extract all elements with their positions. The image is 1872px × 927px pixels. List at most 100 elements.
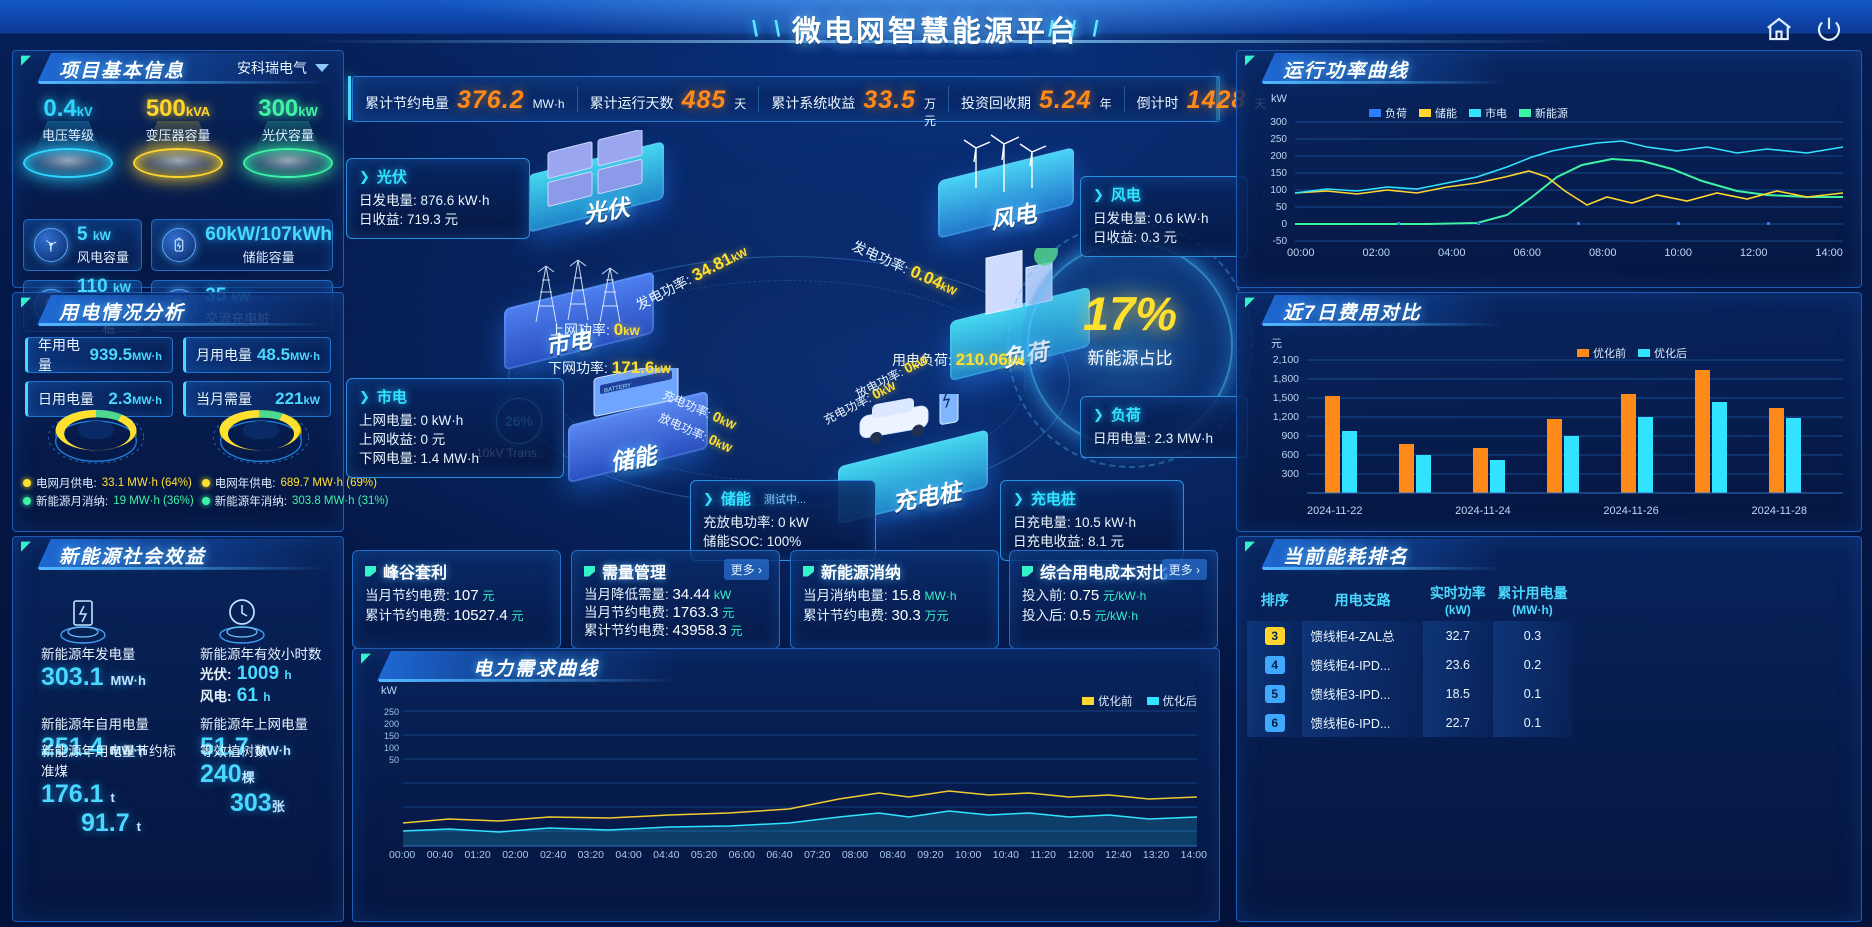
kpi-unit: 年 <box>1099 97 1112 111</box>
legend-value: 19 MW·h (36%) <box>113 495 194 507</box>
card-row-key: 累计节约电费: <box>365 608 450 623</box>
legend-item: 电网月供电: 33.1 MW·h (64%) <box>23 475 194 491</box>
corner-icon: ◤ <box>21 538 31 553</box>
card-row-key: 累计节约电费: <box>584 623 669 638</box>
flow-unit: kW <box>1007 356 1025 368</box>
more-button[interactable]: 更多 › <box>1161 559 1207 580</box>
legend-dot-icon <box>23 497 31 505</box>
xtick: 08:00 <box>1588 247 1617 259</box>
panel-title: 当前能耗排名 <box>1283 547 1410 568</box>
card-marker-icon <box>1022 565 1033 577</box>
new-energy-percent-label: 新能源占比 <box>1087 349 1173 368</box>
more-button[interactable]: 更多 › <box>723 559 769 580</box>
cost-chart-ylabel: 元 <box>1271 338 1282 350</box>
battery-container-icon: BATTERY <box>578 360 702 443</box>
demand-chart-ylabel: kW <box>381 685 397 697</box>
legend-key: 电网年供电: <box>214 478 276 490</box>
table-row[interactable]: 6 馈线柜6-IPD... 22.7 0.1 <box>1247 708 1572 737</box>
infobox-grid: ❯ 市电 上网电量: 0 kW·h 上网收益: 0 元 下网电量: 1.4 MW·… <box>346 378 564 478</box>
social-text-annual-generation: 新能源年发电量 303.1 MW·h <box>19 643 178 707</box>
card-demand-management: 更多 › 需量管理 当月降低需量: 34.44 kW 当月节约电费: 1763.… <box>571 550 780 649</box>
cell-rank: 5 <box>1247 679 1303 708</box>
cell-branch: 馈线柜3-IPD... <box>1302 679 1423 708</box>
social-sub-unit: h <box>284 668 292 682</box>
metric-key: 月用电量 <box>196 347 252 363</box>
xtick: 14:00 <box>1180 849 1207 861</box>
cell-energy: 0.3 <box>1492 621 1572 650</box>
legend-item: 电网年供电: 689.7 MW·h (69%) <box>201 475 389 491</box>
summary-cards: 峰谷套利 当月节约电费: 107 元 累计节约电费: 10527.4 元 更多 … <box>352 550 1218 649</box>
project-info-panel: ◤ 项目基本信息 安科瑞电气 0.4kV 电压等级 500kVA 变压器容量 <box>12 50 344 336</box>
power-chart-ylabel: kW <box>1271 93 1287 105</box>
infobox-line: 日收益: 0.3 元 <box>1093 230 1178 245</box>
social-sub-key: 风电: <box>200 689 232 704</box>
capacity-box-unit: kW <box>112 280 131 295</box>
flow-import-power: 下网功率: 171.6kW <box>548 358 671 378</box>
card-comprehensive-cost: 更多 › 综合用电成本对比 投入前: 0.75 元/kW·h 投入后: 0.5 … <box>1009 550 1218 649</box>
card-title: 综合用电成本对比 <box>1040 565 1169 582</box>
card-row-unit: MW·h <box>924 589 957 603</box>
panel-title: 运行功率曲线 <box>1283 61 1410 82</box>
kpi-unit: 天 <box>734 97 747 111</box>
cost-bar-plot: 2,100 1,800 1,500 1,200 900 600 300 <box>1273 355 1843 494</box>
power-icon[interactable] <box>1814 14 1844 44</box>
svg-text:50: 50 <box>1276 202 1288 213</box>
infobox-wind: ❯ 风电 日发电量: 0.6 kW·h 日收益: 0.3 元 <box>1080 176 1248 257</box>
panel-header: ◤ 项目基本信息 安科瑞电气 <box>13 51 343 85</box>
xtick: 06:00 <box>728 849 755 861</box>
header-slash-right: / / / <box>1048 16 1104 41</box>
kpi-label: 累计系统收益 <box>771 95 856 111</box>
table-row[interactable]: 3 馈线柜4-ZAL总 32.7 0.3 <box>1247 621 1572 650</box>
xtick: 00:40 <box>426 849 454 861</box>
social-item-effective-hours <box>178 591 337 647</box>
chevron-down-icon <box>315 64 329 72</box>
xtick: 12:40 <box>1105 849 1132 861</box>
header-underline <box>39 323 329 326</box>
table-row[interactable]: 4 馈线柜4-IPD... 23.6 0.2 <box>1247 650 1572 679</box>
cell-power: 23.6 <box>1422 650 1493 679</box>
card-row-unit: 元 <box>730 624 743 638</box>
metric-unit: MW·h <box>290 351 320 363</box>
legend-item: 新能源月消纳: 19 MW·h (36%) <box>23 493 194 509</box>
panel-header: ◤ 电力需求曲线 <box>353 649 1219 683</box>
social-text-coal: 新能源年用电量节约标准煤 176.1 t 91.7 t <box>19 740 178 838</box>
infobox-line: 储能SOC: 100% <box>703 534 802 549</box>
legend-key: 新能源年消纳: <box>214 496 287 508</box>
card-new-energy-consumption: 新能源消纳 当月消纳电量: 15.8 MW·h 累计节约电费: 30.3 万元 <box>790 550 999 649</box>
social-unit: MW·h <box>110 743 146 758</box>
xtick: 06:00 <box>1513 247 1541 259</box>
col-power-unit: (kW) <box>1444 603 1471 617</box>
home-icon[interactable] <box>1764 14 1794 44</box>
xtick: 04:00 <box>1437 247 1466 259</box>
cell-branch: 馈线柜4-ZAL总 <box>1302 621 1423 650</box>
kpi-label: 倒计时 <box>1136 95 1179 111</box>
xtick: 13:20 <box>1142 849 1170 861</box>
xtick: 11:20 <box>1030 849 1056 861</box>
metric-unit: MW·h <box>132 351 162 363</box>
xtick: 05:20 <box>690 849 718 861</box>
flow-unit: kW <box>623 326 640 338</box>
clock-icon <box>214 591 270 647</box>
flow-value: 0 <box>613 320 624 339</box>
capacity-transformer: 500kVA 变压器容量 <box>128 95 228 178</box>
cell-power: 22.7 <box>1422 708 1493 737</box>
svg-text:100: 100 <box>1270 185 1287 196</box>
svg-text:100: 100 <box>384 743 399 753</box>
capacity-label: 光伏容量 <box>261 128 314 143</box>
iso-label-pv: 光伏 <box>581 194 632 228</box>
infobox-load: ❯ 负荷 日用电量: 2.3 MW·h <box>1080 396 1248 458</box>
header-bar-shape <box>37 539 331 569</box>
social-value: 91.7 <box>81 809 130 837</box>
table-row[interactable]: 5 馈线柜3-IPD... 18.5 0.1 <box>1247 679 1572 708</box>
social-value: 240 <box>200 760 242 788</box>
social-value: 303 <box>230 789 272 817</box>
infobox-line: 日发电量: 0.6 kW·h <box>1093 211 1209 226</box>
kpi-strip: 累计节约电量 376.2 MW·h 累计运行天数 485 天 累计系统收益 33.5 万元 … <box>352 76 1266 128</box>
infobox-line: 下网电量: 1.4 MW·h <box>359 451 480 466</box>
xtick: 14:00 <box>1815 247 1843 259</box>
flow-export-power: 上网功率: 0kW <box>550 320 640 340</box>
project-selector[interactable]: 安科瑞电气 <box>237 58 329 78</box>
card-title: 峰谷套利 <box>383 565 448 582</box>
grid-tower-icon <box>516 246 646 331</box>
